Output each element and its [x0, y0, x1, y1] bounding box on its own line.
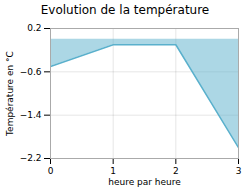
svg-text:2: 2: [173, 166, 179, 176]
svg-text:−1.4: −1.4: [20, 110, 42, 120]
svg-text:0.2: 0.2: [27, 23, 41, 33]
svg-text:Température en °C: Température en °C: [5, 51, 15, 137]
html-text:Evolution de la température: Evolution de la température: [40, 3, 210, 17]
svg-text:heure par heure: heure par heure: [108, 177, 181, 187]
svg-text:−2.2: −2.2: [20, 153, 42, 163]
svg-text:3: 3: [236, 166, 242, 176]
svg-text:0: 0: [48, 166, 54, 176]
svg-text:1: 1: [110, 166, 116, 176]
svg-text:−0.6: −0.6: [20, 67, 42, 77]
